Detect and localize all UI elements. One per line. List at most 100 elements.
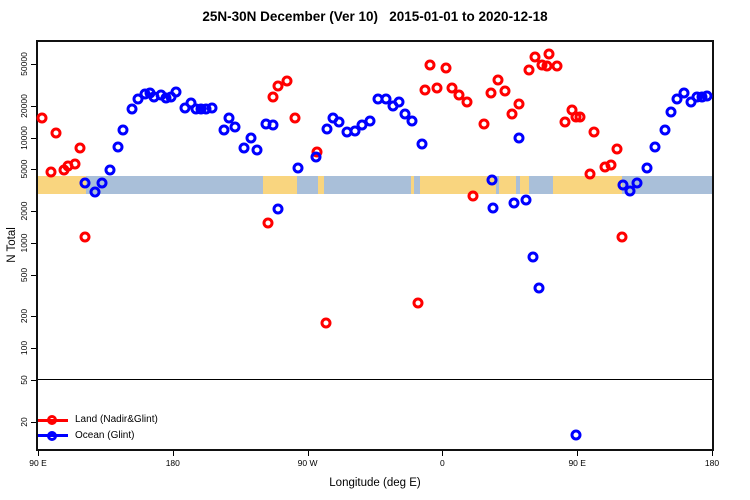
data-point-land [281,75,293,87]
data-point-ocean [218,124,230,136]
data-point-ocean [678,87,690,99]
map-band-ocean-segment [297,175,319,194]
y-tick-label: 50 [19,375,29,385]
data-point-land [79,231,91,243]
x-tick-mark [307,451,309,456]
x-tick-label: 180 [704,458,720,468]
data-point-land [424,59,436,71]
y-tick-mark [31,105,36,107]
map-band-land-segment [318,175,325,194]
data-point-ocean [520,194,532,206]
data-point-ocean [487,202,499,214]
map-band-ocean-segment [529,175,554,194]
data-point-land [559,116,571,128]
data-point-ocean [292,162,304,174]
y-tick-mark [31,64,36,66]
data-point-ocean [267,119,279,131]
data-point-ocean [229,121,241,133]
data-point-ocean [659,124,671,136]
map-band-land-segment [262,175,298,194]
data-point-ocean [170,86,182,98]
data-point-land [605,159,617,171]
y-tick-label: 10000 [19,125,29,150]
y-tick-mark [31,379,36,381]
data-point-land [611,143,623,155]
data-point-land [289,112,301,124]
data-point-ocean [112,141,124,153]
data-point-land [272,80,284,92]
data-point-ocean [701,90,713,102]
legend: Land (Nadir&Glint) Ocean (Glint) [38,412,278,448]
legend-label: Land (Nadir&Glint) [75,414,158,425]
data-point-land [485,87,497,99]
data-point-ocean [665,106,677,118]
data-point-ocean [117,124,129,136]
map-band-land-segment [553,175,623,194]
data-point-land [320,317,332,329]
data-point-ocean [349,125,361,137]
data-point-land [513,98,525,110]
data-point-land [461,96,473,108]
data-point-land [588,126,600,138]
data-point-ocean [251,144,263,156]
data-point-land [616,231,628,243]
data-point-ocean [641,162,653,174]
x-tick-label: 90 E [29,458,47,468]
map-band-ocean-segment [496,175,500,194]
x-tick-label: 0 [440,458,445,468]
data-point-land [431,82,443,94]
data-point-land [453,89,465,101]
data-point-land [446,82,458,94]
data-point-land [506,108,518,120]
y-tick-label: 5000 [19,159,29,179]
x-tick-mark [577,451,579,456]
y-tick-label: 1000 [19,233,29,253]
data-point-ocean [245,132,257,144]
y-tick-mark [31,421,36,423]
data-point-ocean [617,179,629,191]
x-tick-mark [442,451,444,456]
data-point-land [262,217,274,229]
data-point-land [69,158,81,170]
data-point-ocean [416,138,428,150]
data-point-ocean [513,132,525,144]
data-point-land [50,127,62,139]
data-point-ocean [486,174,498,186]
data-point-ocean [206,102,218,114]
data-point-ocean [79,177,91,189]
data-point-ocean [631,177,643,189]
y-tick-label: 50000 [19,52,29,76]
legend-marker-icon [47,415,57,425]
data-point-ocean [333,116,345,128]
data-point-land [74,142,86,154]
data-point-land [419,84,431,96]
data-point-ocean [624,185,636,197]
data-point-ocean [671,93,683,105]
data-point-land [499,85,511,97]
map-band-land-segment [520,175,530,194]
data-point-land [440,62,452,74]
data-point-ocean [406,115,418,127]
data-point-land [492,74,504,86]
data-point-land [551,60,563,72]
y-axis-title: N Total [6,227,18,263]
chart-title: 25N-30N December (Ver 10) 2015-01-01 to … [202,9,548,24]
x-tick-label: 90 E [568,458,586,468]
map-band-ocean-segment [622,175,712,194]
y-tick-label: 2000 [19,201,29,221]
data-point-ocean [393,96,405,108]
x-tick-label: 90 W [297,458,318,468]
y-tick-mark [31,348,36,350]
y-tick-mark [31,169,36,171]
data-point-ocean [649,141,661,153]
data-point-ocean [238,142,250,154]
y-tick-label: 100 [19,341,29,356]
data-point-ocean [96,177,108,189]
data-point-ocean [223,112,235,124]
x-tick-mark [38,451,39,456]
data-point-ocean [321,123,333,135]
map-band-land-segment [419,175,497,194]
reference-line [38,379,712,381]
y-tick-mark [31,242,36,244]
